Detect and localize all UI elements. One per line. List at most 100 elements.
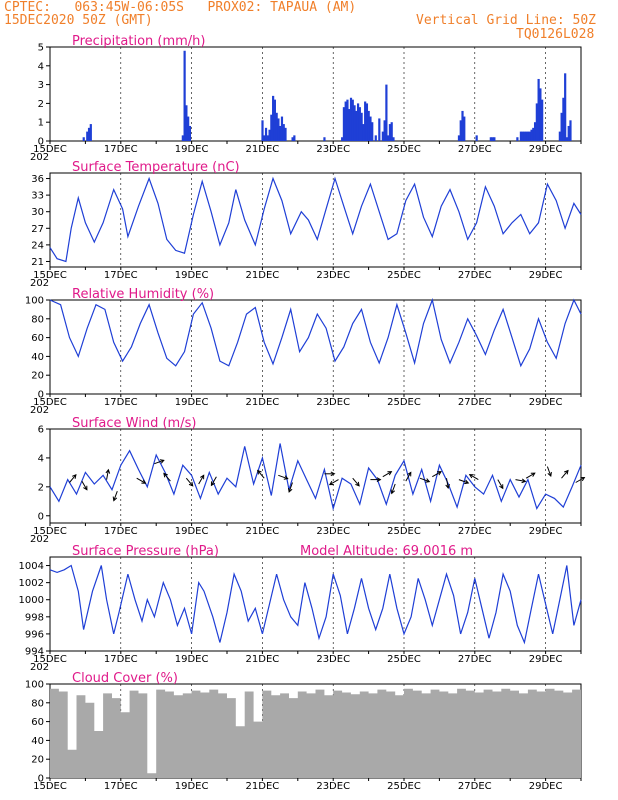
precip-bar [560,112,563,141]
precip-bar [385,84,388,141]
panel-frame [49,428,582,524]
panel-subtitle: Model Altitude: 69.0016 m [300,544,473,559]
panel-frame [49,172,582,268]
x-tick-label: 27DEC [458,144,492,155]
wind-arrow-head [105,468,111,474]
x-stray-label: 202 [30,278,49,289]
wind-arrow-head [159,459,165,464]
precip-bar [533,122,537,141]
wind-arrow [561,470,569,479]
wind-arrow-head [288,487,293,493]
precip-bar [284,127,287,141]
wind-arrow [432,471,442,478]
header-grid-note: Vertical Grid Line: 50Z [416,13,597,28]
x-tick-label: 23DEC [316,781,350,792]
y-tick-label: 0 [38,137,44,148]
precip-bar [279,125,282,141]
wind-arrow-head [283,475,289,480]
y-tick-label: 40 [31,736,44,747]
wind-arrow [352,477,360,487]
precip-bar [539,88,542,141]
chart-panel-2: 21 24 27 30 33 36 15DEC 17DEC 19DEC 21DEC 23DEC 25D… [30,160,582,289]
precip-bar [535,103,538,141]
x-tick-label: 27DEC [458,654,492,665]
x-tick-label: 25DEC [387,144,421,155]
panel-title: Relative Humidity (%) [72,287,214,302]
precip-bar [523,131,526,141]
wind-arrow-head [257,469,262,475]
x-tick-label: 29DEC [529,144,563,155]
series-line [49,297,582,368]
y-tick-label: 80 [31,698,44,709]
precip-bar [537,78,540,141]
wind-arrow-head [200,474,205,480]
wind-arrow [546,466,552,477]
x-tick-label: 17DEC [104,270,138,281]
precip-bar [355,110,358,141]
precip-bar [569,120,572,141]
precip-bar [273,99,276,141]
chart-panel-5: 994 996 998 1000 1002 1004 15DEC 17DEC 19DEC 21DE… [19,544,582,673]
y-tick-label: 40 [31,352,44,363]
wind-arrow [69,474,77,483]
x-tick-label: 27DEC [458,526,492,537]
y-tick-label: 60 [31,333,44,344]
precip-bar [348,109,351,141]
y-tick-label: 27 [31,224,44,235]
x-tick-label: 23DEC [316,526,350,537]
wind-arrow-head [387,471,393,476]
x-tick-label: 23DEC [316,144,350,155]
wind-arrow [497,479,504,489]
precip-bar [558,131,561,141]
panel-title: Surface Wind (m/s) [72,416,196,431]
y-tick-label: 1002 [19,578,44,589]
precip-bar [353,105,356,141]
precip-bar [365,103,369,141]
x-tick-label: 15DEC [33,781,67,792]
precip-bar [360,112,363,141]
x-tick-label: 17DEC [104,781,138,792]
x-tick-label: 23DEC [316,397,350,408]
precip-bar [461,110,464,141]
y-tick-label: 60 [31,717,44,728]
y-tick-label: 6 [38,425,44,436]
x-tick-label: 19DEC [175,781,209,792]
x-tick-label: 23DEC [316,270,350,281]
header-run-time: 15DEC2020 50Z (GMT) [4,13,153,28]
y-tick-label: 0 [38,390,44,401]
x-tick-label: 25DEC [387,270,421,281]
wind-arrow [257,470,265,479]
wind-arrow [515,479,526,482]
precip-bar [272,95,275,141]
precip-bar [280,116,284,141]
precip-bar [266,135,269,141]
header-run-id: TQ0126L028 [516,27,595,42]
series-line [49,176,582,263]
precip-bar [388,124,392,141]
panel-title: Surface Temperature (nC) [72,160,240,175]
precip-bar [565,137,569,141]
x-tick-label: 27DEC [458,397,492,408]
x-tick-label: 15DEC [33,397,67,408]
precip-bar [532,127,535,141]
wind-arrow-head [521,478,527,484]
wind-arrow-head [188,481,194,487]
x-tick-label: 17DEC [104,526,138,537]
x-tick-label: 21DEC [246,781,280,792]
precip-bar [188,125,192,141]
precip-bar [567,125,570,141]
wind-arrow-head [355,481,360,487]
x-tick-label: 27DEC [458,270,492,281]
x-tick-label: 21DEC [246,526,280,537]
wind-arrow [278,474,288,480]
x-tick-label: 29DEC [529,654,563,665]
wind-arrow-head [210,481,216,487]
precip-bar [181,135,184,141]
y-tick-label: 20 [31,755,44,766]
wind-arrow [81,480,88,490]
precip-bar [362,124,365,141]
wind-arrow-head [407,471,412,477]
chart-panel-1: 0 1 2 3 4 5 15DEC 17DEC 19DEC 21DEC 23DEC 25DEC 27DE… [30,34,582,163]
y-tick-label: 5 [38,43,44,54]
wind-arrow [154,459,164,465]
